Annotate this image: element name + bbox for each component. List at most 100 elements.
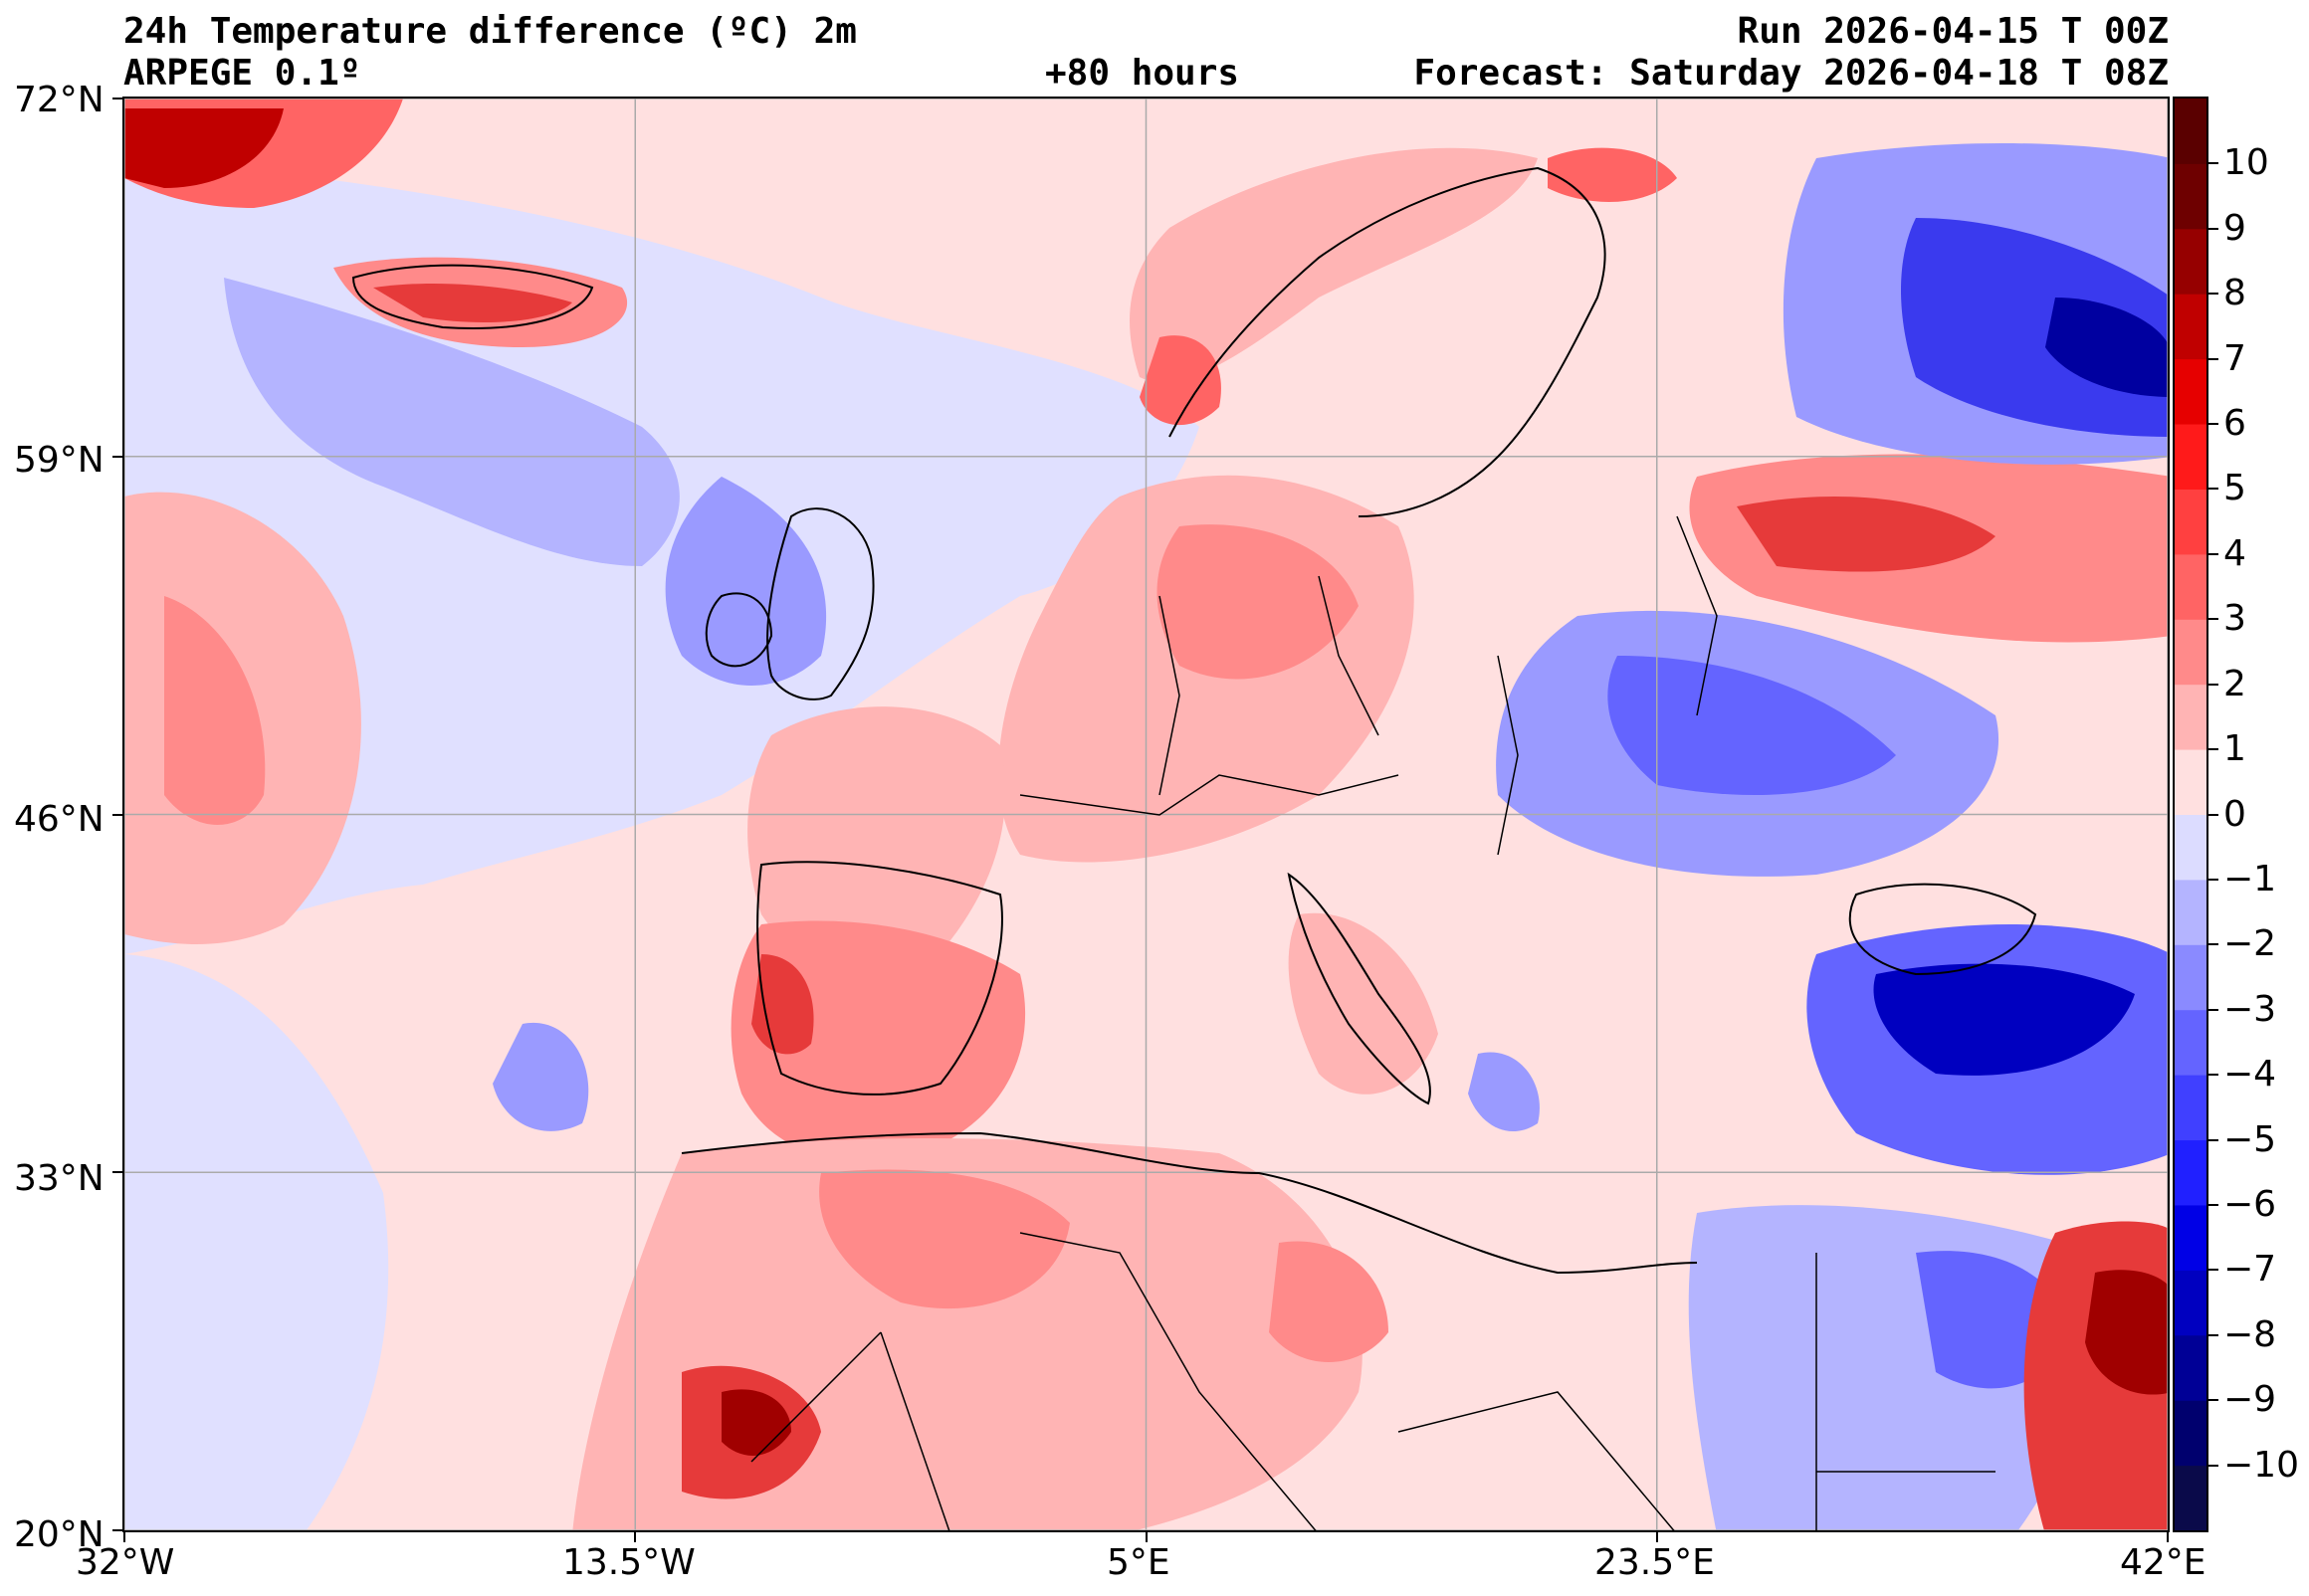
colorbar-swatch [2175, 944, 2206, 1011]
colorbar [2173, 97, 2208, 1532]
colorbar-tick-label: −3 [2223, 988, 2277, 1030]
colorbar-swatch [2175, 814, 2206, 881]
colorbar-swatch [2175, 553, 2206, 620]
map-gridlines [124, 99, 2168, 1530]
lon-tick [1145, 1532, 1148, 1542]
colorbar-tick-label: −10 [2223, 1444, 2299, 1486]
colorbar-tick [2208, 552, 2218, 555]
warm-arctic-norway [1548, 147, 1677, 202]
lat-tick [112, 813, 122, 816]
colorbar-tick [2208, 1269, 2218, 1272]
colorbar-swatch [2175, 879, 2206, 945]
colorbar-swatch [2175, 619, 2206, 686]
lat-label-72: 72°N [14, 80, 105, 120]
colorbar-tick-label: 3 [2223, 598, 2246, 640]
colorbar-swatch [2175, 99, 2206, 164]
colorbar-tick [2208, 1074, 2218, 1077]
colorbar-tick [2208, 227, 2218, 230]
cold-atlantic-south [124, 954, 389, 1530]
lon-label-32w: 32°W [76, 1542, 175, 1583]
lon-label-42e: 42°E [2120, 1542, 2206, 1583]
colorbar-tick-label: 4 [2223, 532, 2246, 574]
colorbar-swatch [2175, 294, 2206, 360]
colorbar-tick-label: 7 [2223, 337, 2246, 379]
warm-italy [1288, 912, 1438, 1095]
colorbar-tick-label: −2 [2223, 923, 2277, 965]
lat-label-20: 20°N [14, 1514, 105, 1555]
colorbar-tick [2208, 1138, 2218, 1141]
lon-label-13-5w: 13.5°W [562, 1542, 696, 1583]
colorbar-swatch [2175, 1465, 2206, 1530]
colorbar-tick [2208, 488, 2218, 491]
lat-tick [112, 98, 122, 100]
colorbar-swatch [2175, 1139, 2206, 1206]
model-name: ARPEGE 0.1º [123, 53, 361, 94]
colorbar-tick [2208, 1333, 2218, 1336]
lon-tick [123, 1532, 125, 1542]
colorbar-tick [2208, 748, 2218, 751]
map-title: 24h Temperature difference (ºC) 2m [123, 11, 857, 52]
forecast-valid-time: Forecast: Saturday 2026-04-18 T 08Z [1413, 53, 2169, 94]
lat-label-59: 59°N [14, 440, 105, 481]
colorbar-tick [2208, 683, 2218, 686]
colorbar-tick-label: −9 [2223, 1379, 2277, 1421]
colorbar-tick [2208, 813, 2218, 816]
temperature-map [122, 97, 2170, 1532]
cold-atlantic-patch [224, 278, 680, 566]
lead-time: +80 hours [1045, 53, 1240, 94]
colorbar-tick [2208, 1008, 2218, 1011]
cold-anatolia-core [1873, 963, 2135, 1076]
colorbar-swatch [2175, 684, 2206, 750]
colorbar-tick [2208, 618, 2218, 621]
cold-tyrrhenian-patch [1468, 1052, 1540, 1132]
colorbar-tick-label: 10 [2223, 142, 2269, 184]
warm-algeria-core [819, 1169, 1070, 1309]
temperature-anomaly-shading [124, 99, 2168, 1530]
lat-label-33: 33°N [14, 1158, 105, 1199]
cold-russia-deep-core [2045, 298, 2168, 397]
colorbar-swatches [2175, 99, 2206, 1530]
colorbar-tick-label: 2 [2223, 663, 2246, 704]
colorbar-swatch [2175, 1009, 2206, 1076]
colorbar-tick-label: 1 [2223, 728, 2246, 770]
colorbar-tick-label: 0 [2223, 793, 2246, 835]
colorbar-tick [2208, 1203, 2218, 1206]
lon-tick [634, 1532, 637, 1542]
colorbar-swatch [2175, 1204, 2206, 1271]
colorbar-tick-label: −6 [2223, 1183, 2277, 1225]
lon-label-23-5e: 23.5°E [1594, 1542, 1715, 1583]
colorbar-swatch [2175, 1075, 2206, 1141]
warm-scandinavia [1130, 147, 1538, 383]
colorbar-swatch [2175, 228, 2206, 295]
lat-tick [112, 455, 122, 458]
lon-label-5e: 5°E [1107, 1542, 1170, 1583]
colorbar-tick [2208, 357, 2218, 360]
colorbar-tick-label: −7 [2223, 1249, 2277, 1291]
lat-tick [112, 1171, 122, 1174]
colorbar-tick [2208, 1399, 2218, 1402]
cold-azores-patch [493, 1022, 589, 1131]
colorbar-swatch [2175, 749, 2206, 815]
run-time: Run 2026-04-15 T 00Z [1737, 11, 2169, 52]
colorbar-tick [2208, 162, 2218, 165]
colorbar-tick-label: 6 [2223, 403, 2246, 445]
warm-belarus-core [1737, 497, 1995, 572]
colorbar-swatch [2175, 489, 2206, 555]
warm-norway-coast [1140, 335, 1221, 426]
colorbar-tick-label: −4 [2223, 1054, 2277, 1096]
warm-greenland-core [124, 108, 284, 188]
warm-iceland-core [373, 283, 572, 322]
colorbar-swatch [2175, 424, 2206, 490]
country-borders [750, 515, 1995, 1530]
cold-ukraine-core [1607, 656, 1896, 795]
colorbar-tick-label: 9 [2223, 207, 2246, 249]
colorbar-tick [2208, 293, 2218, 296]
colorbar-tick [2208, 878, 2218, 881]
warm-portugal-core [751, 954, 814, 1055]
colorbar-tick [2208, 423, 2218, 426]
colorbar-tick-label: −8 [2223, 1313, 2277, 1355]
colorbar-tick-label: −1 [2223, 858, 2277, 899]
warm-atlantic-core [164, 596, 266, 825]
colorbar-tick-label: 8 [2223, 273, 2246, 314]
lat-label-46: 46°N [14, 799, 105, 840]
